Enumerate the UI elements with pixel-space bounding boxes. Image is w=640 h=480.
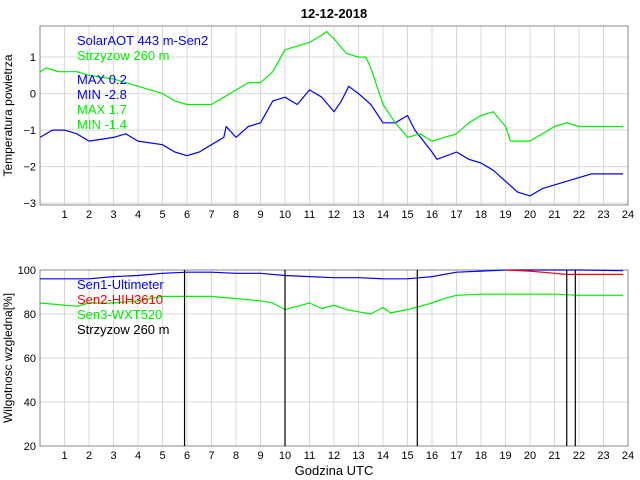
x-tick-label: 13	[352, 450, 364, 462]
x-tick-label: 7	[208, 450, 214, 462]
y-tick-label: −2	[23, 162, 36, 174]
y-tick-label: 100	[18, 265, 36, 277]
x-tick-label: 2	[86, 450, 92, 462]
x-tick-label: 12	[328, 450, 340, 462]
x-tick-label: 6	[184, 450, 190, 462]
chart-title: 12-12-2018	[301, 6, 368, 21]
x-tick-label: 3	[110, 209, 116, 221]
legend-entry: Sen2-HIH3610	[77, 292, 163, 307]
x-tick-label: 18	[475, 209, 487, 221]
x-tick-label: 22	[573, 450, 585, 462]
series-line-solaraot-443-m-sen2	[39, 85, 624, 197]
x-tick-label: 5	[159, 209, 165, 221]
series-line-sen3-wxt520	[39, 293, 624, 315]
x-tick-label: 14	[377, 209, 389, 221]
x-tick-label: 24	[622, 209, 634, 221]
y-tick-label: −3	[23, 198, 36, 210]
x-tick-label: 11	[304, 450, 315, 462]
x-tick-label: 23	[597, 450, 609, 462]
series-line-sen2-hih3610	[505, 269, 624, 275]
x-tick-label: 4	[135, 450, 141, 462]
annotation-label: MAX 1.7	[77, 102, 127, 117]
y-tick-label: 0	[30, 89, 36, 101]
x-tick-label: 20	[524, 209, 536, 221]
x-axis-label: Godzina UTC	[295, 463, 374, 478]
x-tick-label: 15	[401, 209, 413, 221]
x-tick-label: 10	[279, 450, 291, 462]
legend-entry: Sen1-Ultimeter	[77, 277, 164, 292]
plot-frame	[39, 269, 629, 447]
x-tick-label: 2	[86, 209, 92, 221]
x-tick-label: 16	[426, 450, 438, 462]
x-tick-label: 8	[233, 450, 239, 462]
y-tick-label: 80	[24, 309, 36, 321]
x-tick-label: 1	[61, 209, 67, 221]
x-tick-label: 19	[499, 209, 511, 221]
x-tick-label: 9	[257, 209, 263, 221]
x-tick-label: 11	[304, 209, 315, 221]
plot-panel-2	[39, 269, 629, 447]
x-tick-label: 10	[279, 209, 291, 221]
x-tick-label: 3	[110, 450, 116, 462]
x-tick-label: 17	[450, 450, 462, 462]
annotation-label: MIN -1.4	[77, 117, 127, 132]
x-tick-label: 22	[573, 209, 585, 221]
x-tick-label: 23	[597, 209, 609, 221]
y-axis-label: Wilgotnosc wzgledna[%]	[1, 293, 15, 423]
x-tick-label: 9	[257, 450, 263, 462]
legend-entry: Sen3-WXT520	[77, 307, 162, 322]
legend-entry: Strzyzow 260 m	[77, 322, 169, 337]
legend-entry: SolarAOT 443 m-Sen2	[77, 33, 208, 48]
plot-frame	[39, 25, 629, 206]
x-tick-label: 20	[524, 450, 536, 462]
x-tick-label: 1	[61, 450, 67, 462]
x-tick-label: 4	[135, 209, 141, 221]
x-tick-label: 5	[159, 450, 165, 462]
x-tick-label: 19	[499, 450, 511, 462]
x-tick-label: 8	[233, 209, 239, 221]
y-tick-label: 40	[24, 397, 36, 409]
annotation-label: MAX 0.2	[77, 72, 127, 87]
y-tick-label: 1	[30, 52, 36, 64]
y-tick-label: −1	[23, 125, 36, 137]
x-tick-label: 24	[622, 450, 634, 462]
x-tick-label: 16	[426, 209, 438, 221]
x-tick-label: 17	[450, 209, 462, 221]
x-tick-label: 12	[328, 209, 340, 221]
series-line-strzyzow-260-m	[39, 30, 624, 142]
x-tick-label: 18	[475, 450, 487, 462]
annotation-label: MIN -2.8	[77, 87, 127, 102]
x-tick-label: 21	[548, 209, 560, 221]
y-tick-label: 20	[24, 441, 36, 453]
plot-panel-1	[39, 25, 629, 206]
x-tick-label: 14	[377, 450, 389, 462]
x-tick-label: 6	[184, 209, 190, 221]
x-tick-label: 13	[352, 209, 364, 221]
legend-entry: Strzyzow 260 m	[77, 48, 169, 63]
x-tick-label: 15	[401, 450, 413, 462]
x-tick-label: 21	[548, 450, 560, 462]
y-axis-label: Temperatura powietrza	[1, 54, 15, 176]
y-tick-label: 60	[24, 353, 36, 365]
x-tick-label: 7	[208, 209, 214, 221]
